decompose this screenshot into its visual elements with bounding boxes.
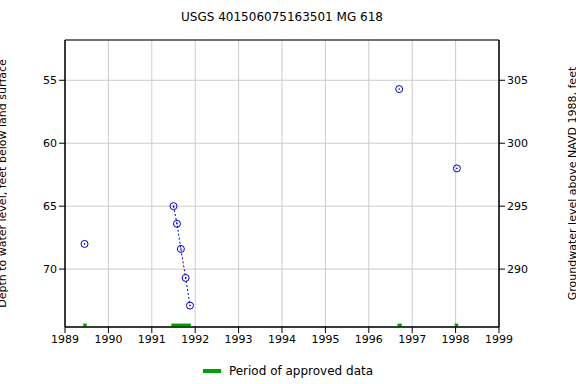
svg-text:1990: 1990 (94, 333, 122, 346)
svg-text:1998: 1998 (442, 333, 470, 346)
svg-text:Groundwater level above NAVD 1: Groundwater level above NAVD 1988, feet (566, 66, 568, 300)
svg-text:295: 295 (507, 200, 528, 213)
svg-text:1989: 1989 (51, 333, 79, 346)
svg-text:60: 60 (43, 137, 57, 150)
svg-text:290: 290 (507, 263, 528, 276)
svg-text:1997: 1997 (398, 333, 426, 346)
svg-text:55: 55 (43, 74, 57, 87)
svg-text:1996: 1996 (355, 333, 383, 346)
svg-text:1994: 1994 (268, 333, 296, 346)
svg-text:1999: 1999 (485, 333, 513, 346)
html-text:Period of approved data: Period of approved data (228, 364, 374, 378)
svg-text:1993: 1993 (225, 333, 253, 346)
svg-text:300: 300 (507, 137, 528, 150)
svg-text:Depth to water level, feet bel: Depth to water level, feet below land su… (8, 59, 9, 308)
html-text:USGS 401506075163501 MG 618: USGS 401506075163501 MG 618 (181, 10, 383, 24)
svg-text:305: 305 (507, 74, 528, 87)
svg-text:1995: 1995 (311, 333, 339, 346)
svg-text:65: 65 (43, 200, 57, 213)
svg-text:70: 70 (43, 263, 57, 276)
svg-text:1992: 1992 (181, 333, 209, 346)
svg-text:1991: 1991 (138, 333, 166, 346)
